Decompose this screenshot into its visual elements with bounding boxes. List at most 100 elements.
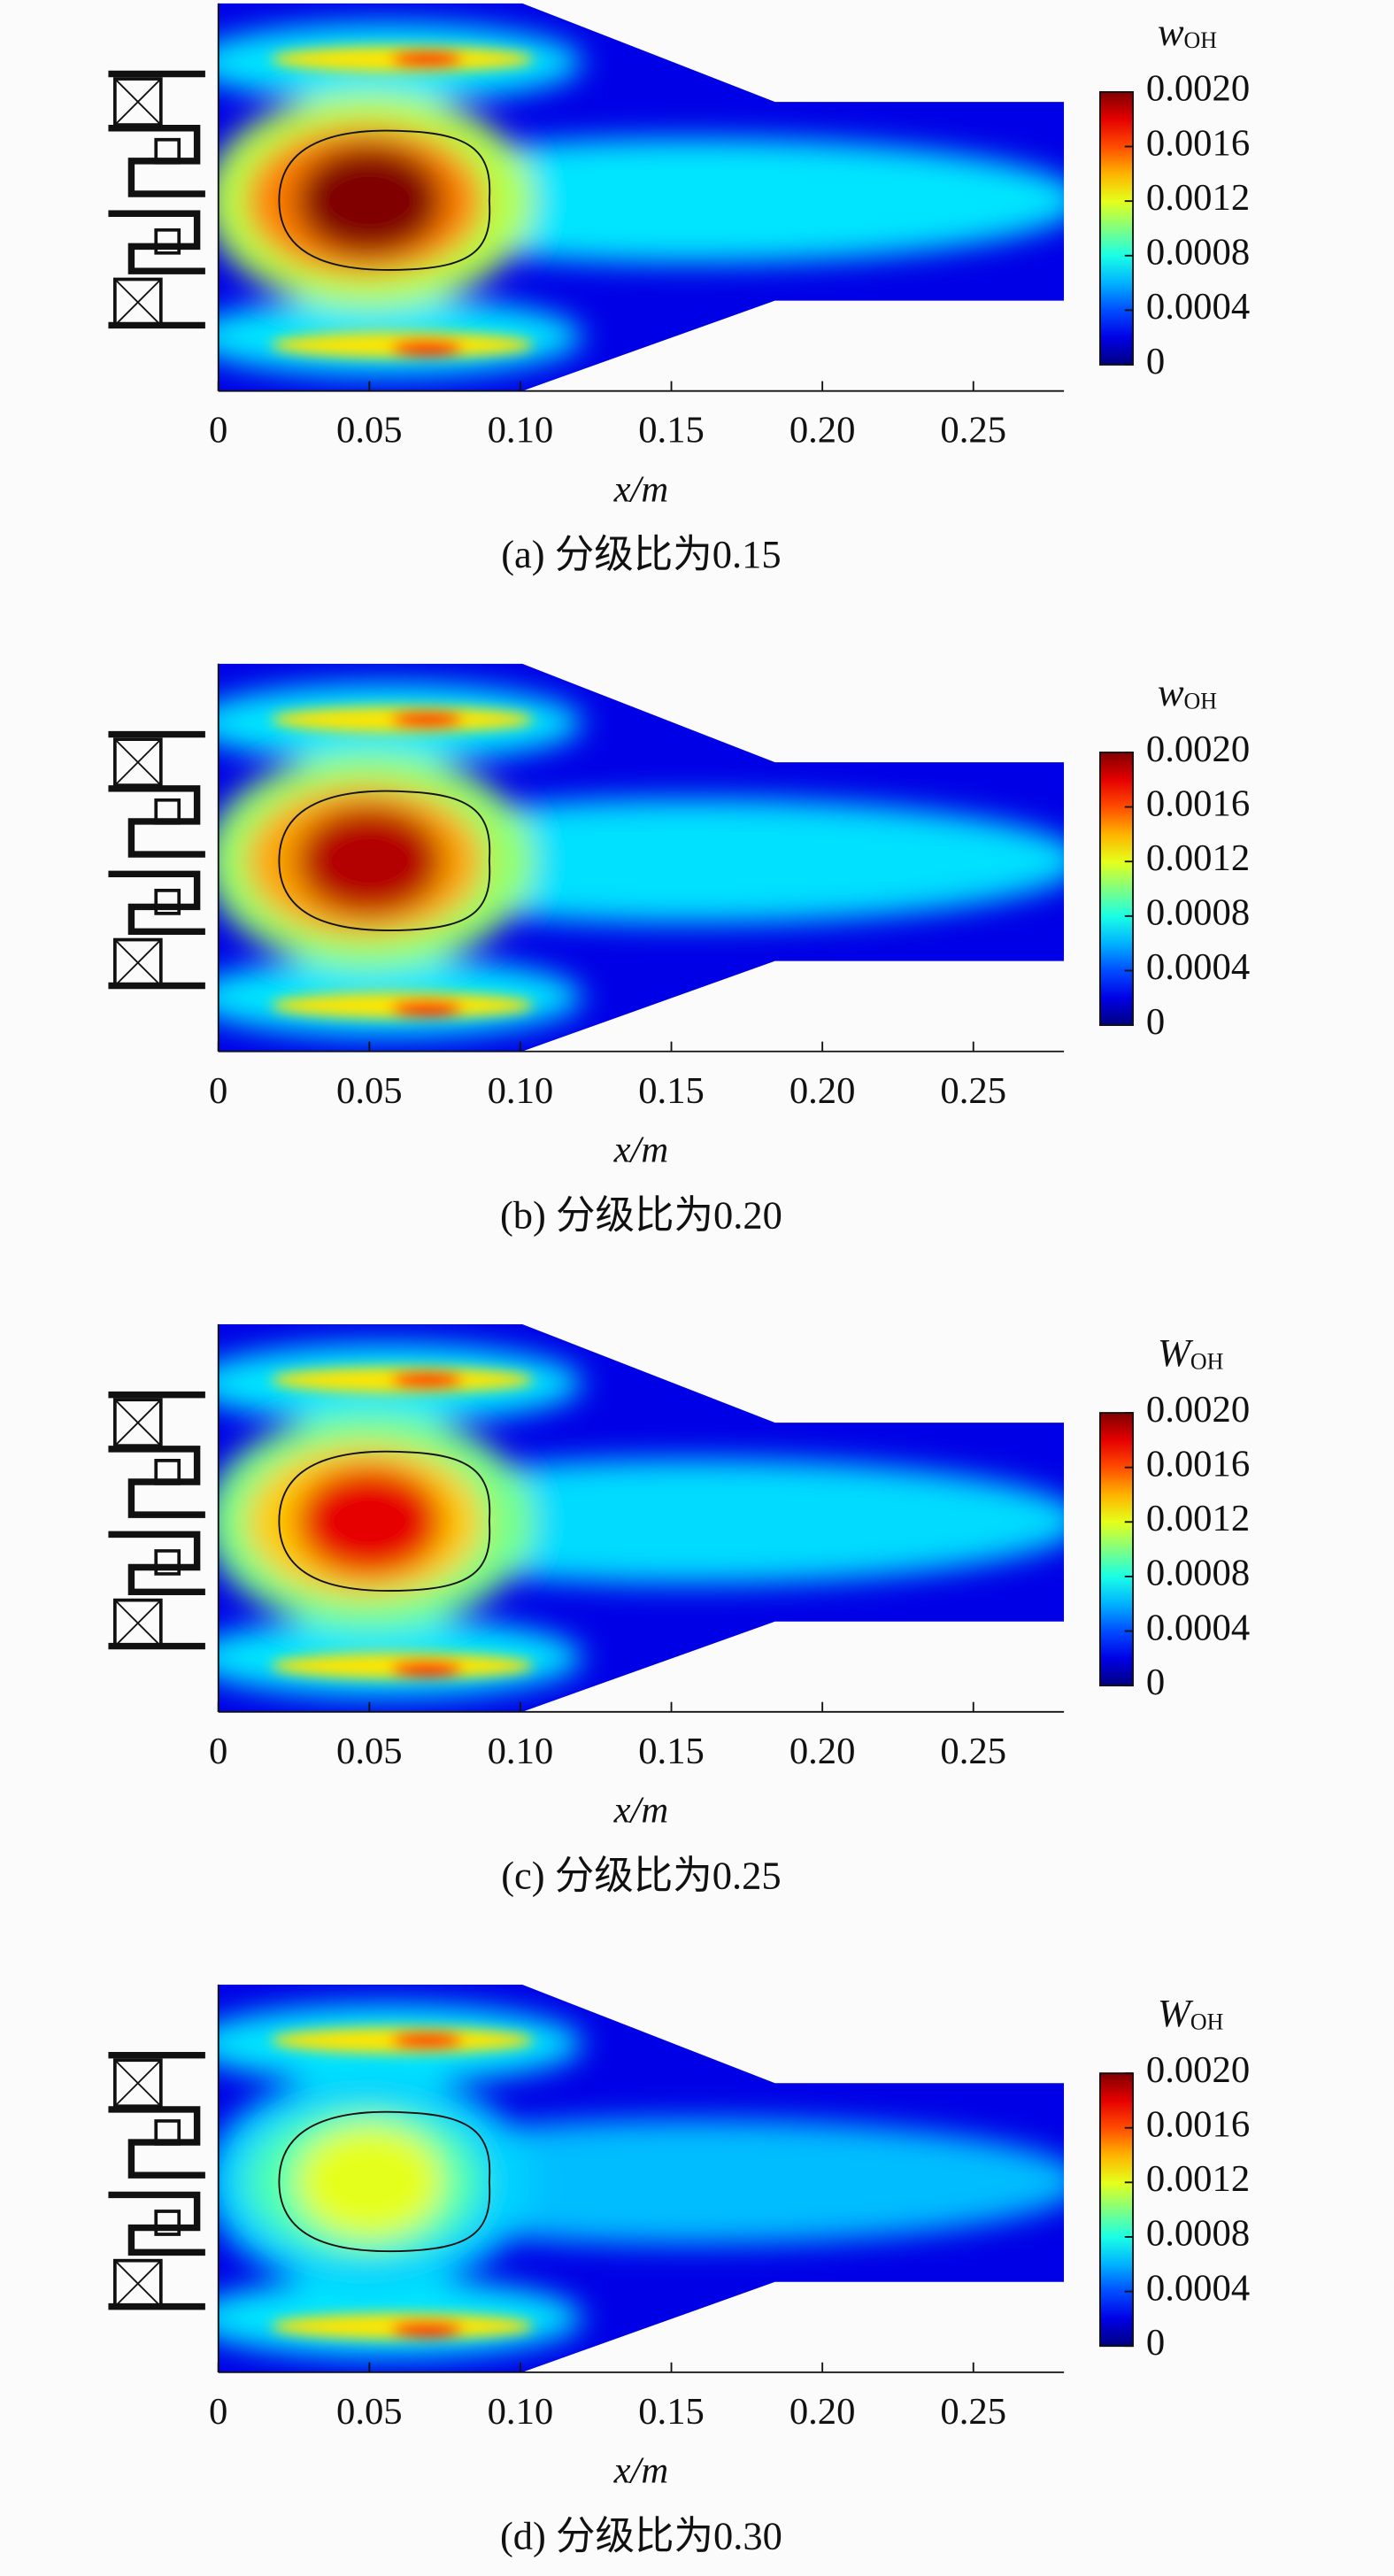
x-tick-label: 0.25 <box>940 1731 1006 1772</box>
swirler-cross <box>114 738 162 786</box>
caption: (b) 分级比为0.20 <box>500 1192 782 1237</box>
swirler-inner <box>154 798 181 915</box>
colorbar-label: WOH <box>1158 1330 1224 1375</box>
core <box>295 2125 443 2238</box>
field <box>218 1323 1065 1712</box>
band-blur <box>271 45 534 359</box>
swirler-inner <box>154 137 181 255</box>
colorbar-subscript: OH <box>1184 688 1218 713</box>
colorbar-tick-label: 0.0020 <box>1146 68 1250 110</box>
swirler-cross <box>114 1399 162 1446</box>
x-tick-label: 0.25 <box>940 1070 1006 1112</box>
band-blur <box>271 1367 534 1679</box>
x-tick-label: 0.20 <box>789 2391 856 2433</box>
caption: (c) 分级比为0.25 <box>501 1853 781 1897</box>
x-tick-label: 0 <box>209 1070 227 1112</box>
colorbar-tick-label: 0.0008 <box>1146 2213 1250 2255</box>
colorbar-tick-label: 0.0020 <box>1146 1389 1250 1431</box>
x-tick-label: 0 <box>209 410 227 451</box>
x-axis-label: x/m <box>613 1790 669 1832</box>
colorbar-subscript: OH <box>1190 2009 1224 2034</box>
swirler-inner <box>154 2119 181 2236</box>
contour-line <box>278 129 491 271</box>
swirler-cross <box>114 1599 162 1647</box>
x-tick-label: 0.15 <box>638 2391 705 2433</box>
x-tick-label: 0.25 <box>940 410 1006 451</box>
colorbar-tick-label: 0.0012 <box>1146 177 1250 219</box>
x-tick-label: 0.25 <box>940 2391 1006 2433</box>
x-tick-label: 0.20 <box>789 1731 856 1772</box>
colorbar-tick-label: 0 <box>1146 1001 1165 1043</box>
x-tick-label: 0.15 <box>638 410 705 451</box>
swirler-inner <box>154 1459 181 1576</box>
x-tick-label: 0.05 <box>336 1731 403 1772</box>
core <box>295 144 443 257</box>
colorbar-tick-label: 0.0016 <box>1146 783 1250 824</box>
lower-flame-hot <box>390 1661 464 1677</box>
colorbar-tick-label: 0.0004 <box>1146 286 1250 328</box>
band-blur <box>271 2027 534 2340</box>
colorbar-tick-label: 0 <box>1146 341 1165 382</box>
upper-flame-hot <box>390 2032 464 2049</box>
x-tick-label: 0.20 <box>789 1070 856 1112</box>
lower-flame-hot <box>390 1000 464 1017</box>
colorbar-symbol: W <box>1158 1991 1194 2035</box>
upper-flame-hot <box>390 711 464 729</box>
colorbar-label: WOH <box>1158 1991 1224 2035</box>
x-tick-label: 0.10 <box>488 1070 554 1112</box>
colorbar-tick-label: 0.0008 <box>1146 892 1250 934</box>
x-axis-label: x/m <box>613 1130 669 1171</box>
x-tick-label: 0.05 <box>336 410 403 451</box>
contour-line <box>278 1450 491 1592</box>
field-blur <box>218 683 1065 1037</box>
swirler-box <box>113 1398 163 1448</box>
swirler-cross <box>114 2059 162 2107</box>
colorbar-tick-label: 0.0008 <box>1146 232 1250 274</box>
panel: 0 0.05 0.10 0.15 0.20 0.25 x/m (a) 分级比为0.15 0 0.0… <box>108 3 1250 576</box>
swirler <box>108 1391 205 1650</box>
field <box>218 663 1065 1052</box>
x-tick-label: 0.10 <box>488 2391 554 2433</box>
field-blur <box>218 22 1065 376</box>
swirler <box>108 70 205 329</box>
colorbar-subscript: OH <box>1184 27 1218 53</box>
field <box>218 3 1065 391</box>
core <box>295 805 443 917</box>
colorbar-tick-label: 0.0008 <box>1146 1553 1250 1594</box>
lower-flame-hot <box>390 2321 464 2338</box>
field-blur <box>218 1344 1065 1698</box>
colorbar-tick-label: 0.0016 <box>1146 2104 1250 2146</box>
swirler <box>108 730 205 990</box>
contour-line <box>278 790 491 931</box>
swirler <box>108 2051 205 2310</box>
swirler-cross <box>114 278 162 327</box>
upper-flame-hot <box>390 1371 464 1389</box>
panel: 0 0.05 0.10 0.15 0.20 0.25 x/m (b) 分级比为0.20 0 0.0… <box>108 663 1250 1237</box>
colorbar-tick-label: 0.0020 <box>1146 2049 1250 2091</box>
colorbar-tick-label: 0.0004 <box>1146 2267 1250 2309</box>
colorbar-tick-label: 0.0012 <box>1146 837 1250 879</box>
colorbar <box>1099 1412 1134 1687</box>
colorbar <box>1099 91 1134 366</box>
swirler-cross <box>114 2260 162 2308</box>
panel: 0 0.05 0.10 0.15 0.20 0.25 x/m (c) 分级比为0.25 0 0.0… <box>108 1323 1250 1897</box>
x-axis-label: x/m <box>613 2450 669 2492</box>
colorbar-tick-label: 0 <box>1146 1662 1165 1703</box>
colorbar-tick-label: 0.0020 <box>1146 729 1250 770</box>
x-tick-label: 0.15 <box>638 1070 705 1112</box>
band-blur <box>271 706 534 1019</box>
core <box>295 1465 443 1577</box>
colorbar-label: wOH <box>1158 670 1217 714</box>
colorbar-symbol: W <box>1158 1330 1194 1375</box>
colorbar-tick-label: 0.0016 <box>1146 1443 1250 1485</box>
x-tick-label: 0.10 <box>488 410 554 451</box>
colorbar <box>1099 752 1134 1026</box>
upper-flame-hot <box>390 50 464 68</box>
colorbar <box>1099 2072 1134 2348</box>
colorbar-symbol: w <box>1158 10 1184 54</box>
swirler-cross <box>114 78 162 126</box>
field <box>218 1984 1065 2372</box>
colorbar-tick-label: 0.0016 <box>1146 122 1250 164</box>
panel: 0 0.05 0.10 0.15 0.20 0.25 x/m (d) 分级比为0.30 0 0.0… <box>108 1984 1250 2557</box>
